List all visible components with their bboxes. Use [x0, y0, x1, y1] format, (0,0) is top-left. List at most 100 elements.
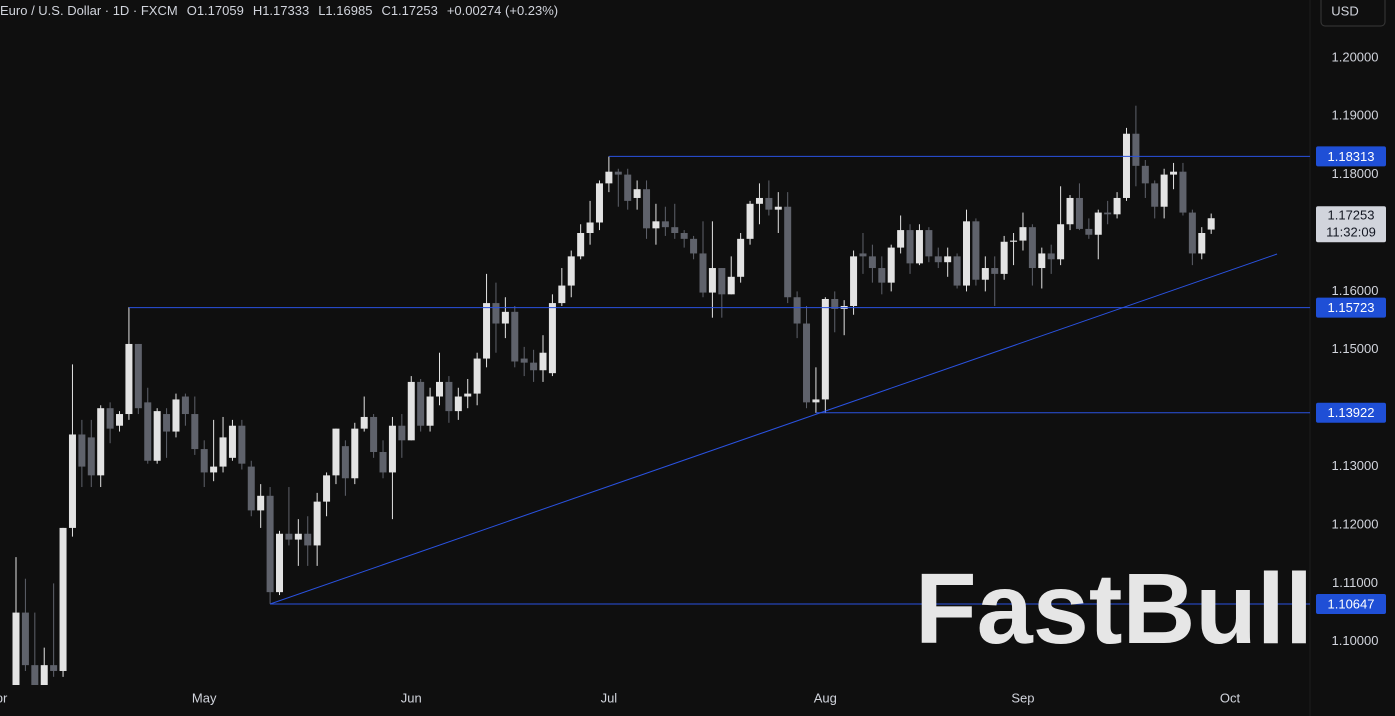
- candle-body: [548, 303, 556, 374]
- candle-body: [859, 253, 867, 257]
- candle-body: [765, 197, 773, 210]
- candle-body: [887, 247, 895, 283]
- candle-body: [595, 183, 603, 223]
- current-price-box: [1316, 206, 1386, 243]
- candle-body: [370, 416, 378, 452]
- x-tick-label: Sep: [1011, 690, 1034, 705]
- candle-body: [972, 221, 980, 280]
- candle-body: [1066, 197, 1074, 225]
- candle-body: [624, 174, 632, 201]
- candle-body: [708, 268, 716, 293]
- candle-body: [812, 399, 820, 403]
- candle-body: [266, 495, 274, 593]
- candle-body: [746, 203, 754, 239]
- candle-body: [727, 276, 735, 295]
- candle-body: [925, 230, 933, 257]
- candle-body: [351, 428, 359, 479]
- candle-body: [661, 221, 669, 228]
- price-label: 1.15723: [1328, 300, 1375, 315]
- price-label-box: [1316, 594, 1386, 615]
- x-tick-label: Jul: [601, 690, 618, 705]
- x-tick-label: Jun: [401, 690, 422, 705]
- candle-body: [276, 533, 284, 593]
- currency-box: [1320, 0, 1386, 27]
- candle-body: [1000, 241, 1008, 274]
- candle-body: [313, 501, 321, 546]
- candle-body: [530, 362, 538, 371]
- candle-body: [153, 411, 161, 461]
- candle-body: [31, 665, 39, 685]
- price-label-box: [1316, 146, 1386, 167]
- candle-body: [200, 449, 208, 473]
- candle-body: [831, 298, 839, 309]
- candle-body: [191, 414, 199, 450]
- candle-body: [332, 428, 340, 476]
- candle-body: [426, 396, 434, 426]
- currency: USD: [1331, 3, 1358, 18]
- y-tick-label: 1.12000: [1332, 516, 1379, 531]
- candle-body: [944, 256, 952, 263]
- candle-body: [1207, 218, 1215, 230]
- change: +0.00274 (+0.23%): [447, 3, 558, 18]
- candle-body: [1085, 228, 1093, 235]
- candle-body: [1151, 183, 1159, 207]
- candle-body: [323, 475, 331, 502]
- candle-body: [1160, 174, 1168, 207]
- candle-body: [247, 466, 255, 511]
- candle-body: [718, 268, 726, 295]
- candle-body: [963, 221, 971, 286]
- candle-body: [586, 222, 594, 234]
- candle-body: [219, 437, 227, 467]
- candle-body: [492, 303, 500, 324]
- candle-body: [50, 665, 58, 671]
- candle-body: [1028, 227, 1036, 269]
- candle-body: [1179, 171, 1187, 213]
- candle-body: [445, 381, 453, 412]
- candle-body: [605, 171, 613, 184]
- header: Euro / U.S. Dollar · 1D · FXCM O1.17059 H1…: [0, 3, 558, 18]
- candle-body: [379, 451, 387, 473]
- candle-body: [614, 171, 622, 175]
- candle-body: [257, 495, 265, 511]
- candle-body: [464, 393, 472, 397]
- candle-body: [868, 256, 876, 269]
- candle-body: [1057, 224, 1065, 260]
- y-tick-label: 1.16000: [1332, 283, 1379, 298]
- price-label-box: [1316, 402, 1386, 423]
- candle-body: [981, 268, 989, 280]
- candle-body: [285, 533, 293, 540]
- candle-body: [454, 396, 462, 412]
- candle-body: [125, 343, 133, 415]
- candle-body: [539, 352, 547, 371]
- current-price: 1.17253: [1328, 208, 1375, 223]
- candle-body: [821, 298, 829, 400]
- candle-body: [1019, 227, 1027, 241]
- candle-body: [671, 227, 679, 234]
- candle-body: [360, 416, 368, 429]
- candle-body: [40, 665, 48, 685]
- candle-body: [558, 285, 566, 304]
- ohlc-value: H1.17333: [253, 3, 309, 18]
- candle-body: [793, 297, 801, 324]
- candle-body: [1094, 212, 1102, 235]
- candle-body: [1170, 171, 1178, 175]
- candle-body: [473, 358, 481, 394]
- y-tick-label: 1.19000: [1332, 108, 1379, 123]
- candle-body: [520, 358, 528, 363]
- ohlc-value: L1.16985: [318, 3, 372, 18]
- candle-body: [850, 256, 858, 307]
- candle-body: [21, 612, 29, 666]
- candle-body: [755, 197, 763, 204]
- candle-body: [1122, 133, 1130, 198]
- x-tick-label: Apr: [0, 690, 8, 705]
- candle-body: [699, 253, 707, 293]
- candle-body: [304, 533, 312, 546]
- x-tick-label: Aug: [814, 690, 837, 705]
- watermark: FastBull: [915, 553, 1313, 665]
- candle-body: [1075, 197, 1083, 229]
- candle-body: [652, 221, 660, 229]
- symbol: Euro / U.S. Dollar · 1D · FXCM: [0, 3, 178, 18]
- ohlc-value: C1.17253: [381, 3, 437, 18]
- candle-body: [106, 408, 114, 429]
